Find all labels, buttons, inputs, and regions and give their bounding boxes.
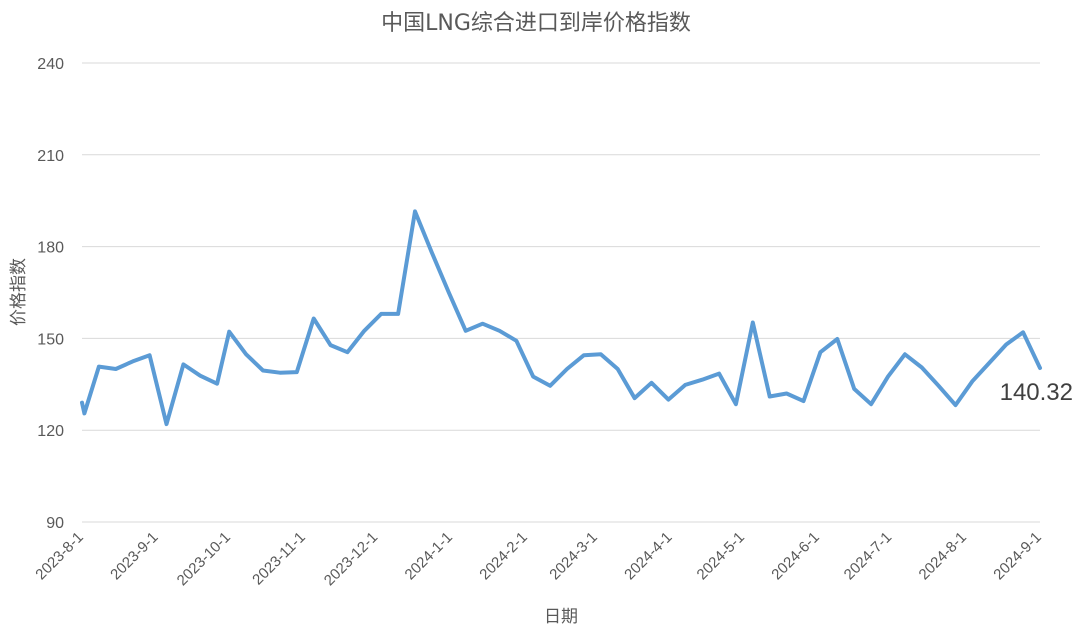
- y-tick-label: 180: [37, 240, 64, 257]
- x-tick-label: 2024-6-1: [768, 529, 822, 583]
- x-tick-label: 2023-9-1: [107, 529, 161, 583]
- x-tick-label: 2024-2-1: [476, 529, 530, 583]
- chart-title: 中国LNG综合进口到岸价格指数: [381, 11, 691, 36]
- last-value-label: 140.32: [1000, 379, 1073, 406]
- x-tick-label: 2024-4-1: [621, 529, 675, 583]
- x-tick-label: 2024-3-1: [546, 529, 600, 583]
- x-tick-label: 2024-8-1: [916, 529, 970, 583]
- x-tick-label: 2023-8-1: [32, 529, 86, 583]
- x-tick-label: 2023-11-1: [249, 529, 309, 589]
- y-tick-label: 210: [37, 148, 64, 165]
- y-axis-title: 价格指数: [9, 258, 29, 326]
- y-tick-label: 120: [37, 423, 64, 440]
- x-tick-label: 2023-12-1: [321, 529, 381, 589]
- x-tick-label: 2024-9-1: [990, 529, 1044, 583]
- y-tick-label: 240: [37, 56, 64, 73]
- x-axis-ticks: 2023-8-1 2023-9-1 2023-10-1 2023-11-1 2023-1…: [32, 529, 1044, 589]
- series-group: [80, 209, 1042, 427]
- x-tick-label: 2023-10-1: [174, 529, 234, 589]
- y-tick-label: 150: [37, 331, 64, 348]
- y-axis-ticks: 90 120 150 180 210 240: [37, 56, 64, 532]
- y-tick-label: 90: [46, 515, 64, 532]
- x-tick-label: 2024-7-1: [841, 529, 895, 583]
- x-tick-label: 2024-5-1: [694, 529, 748, 583]
- x-axis-title: 日期: [544, 607, 578, 627]
- series-line: [80, 209, 1042, 427]
- x-tick-label: 2024-1-1: [402, 529, 456, 583]
- gridlines: [82, 62, 1040, 523]
